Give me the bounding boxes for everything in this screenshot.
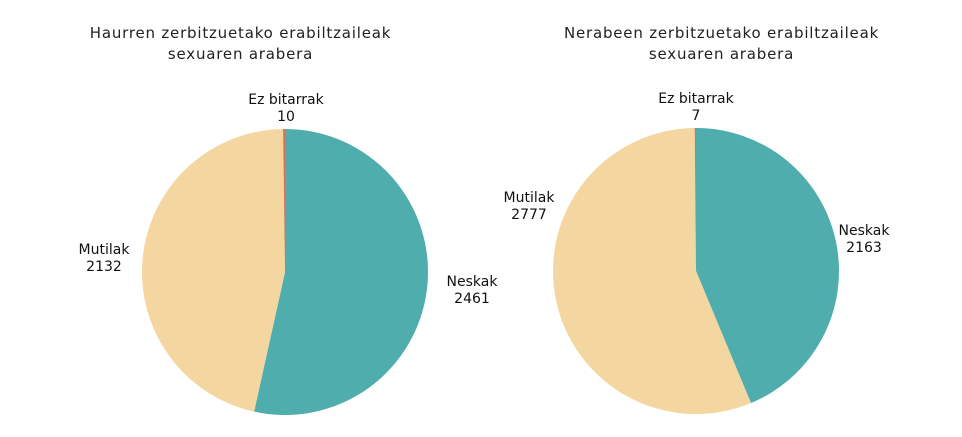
chart-title: Haurren zerbitzuetako erabiltzaileak sex… (0, 23, 481, 65)
slice-label-neskak: Neskak 2461 (447, 274, 499, 307)
slice-label-value: 2777 (511, 207, 547, 223)
pie-slice-mutilak (553, 128, 751, 414)
slice-label-name: Neskak (839, 223, 891, 239)
pie-slice-mutilak (142, 129, 285, 412)
chart-title: Nerabeen zerbitzuetako erabiltzaileak se… (481, 23, 962, 65)
slice-label-value: 10 (277, 109, 295, 125)
slice-label-value: 7 (692, 108, 701, 124)
slice-label-name: Ez bitarrak (658, 91, 734, 107)
slice-label-name: Neskak (447, 274, 499, 290)
chart-title-line-1: Haurren zerbitzuetako erabiltzaileak (89, 24, 392, 42)
slice-label-name: Mutilak (79, 242, 131, 258)
slice-label-neskak: Neskak 2163 (839, 223, 891, 256)
pie-slice-neskak (254, 129, 429, 415)
pie-chart-teens: Nerabeen zerbitzuetako erabiltzaileak se… (481, 0, 962, 437)
slice-label-value: 2163 (846, 240, 882, 256)
slice-label-ez-bitarrak: Ez bitarrak 7 (658, 91, 734, 124)
chart-title-line-1: Nerabeen zerbitzuetako erabiltzaileak (563, 24, 880, 42)
pie-svg: Neskak 2461 Mutilak 2132 Ez bitarrak 10 (79, 92, 498, 415)
slice-label-name: Mutilak (504, 190, 556, 206)
slice-label-value: 2461 (454, 291, 490, 307)
pie-slice-neskak (696, 128, 839, 404)
slice-label-value: 2132 (86, 259, 122, 275)
pie-svg: Neskak 2163 Mutilak 2777 Ez bitarrak 7 (504, 91, 891, 414)
pie-chart-children: Haurren zerbitzuetako erabiltzaileak sex… (0, 23, 498, 415)
chart-title-line-2: sexuaren arabera (648, 45, 795, 63)
chart-title-line-2: sexuaren arabera (167, 45, 314, 63)
slice-label-ez-bitarrak: Ez bitarrak 10 (248, 92, 324, 125)
slice-label-mutilak: Mutilak 2132 (79, 242, 131, 275)
pie-slice-ez-bitarrak (283, 129, 285, 272)
slice-label-name: Ez bitarrak (248, 92, 324, 108)
slice-label-mutilak: Mutilak 2777 (504, 190, 556, 223)
